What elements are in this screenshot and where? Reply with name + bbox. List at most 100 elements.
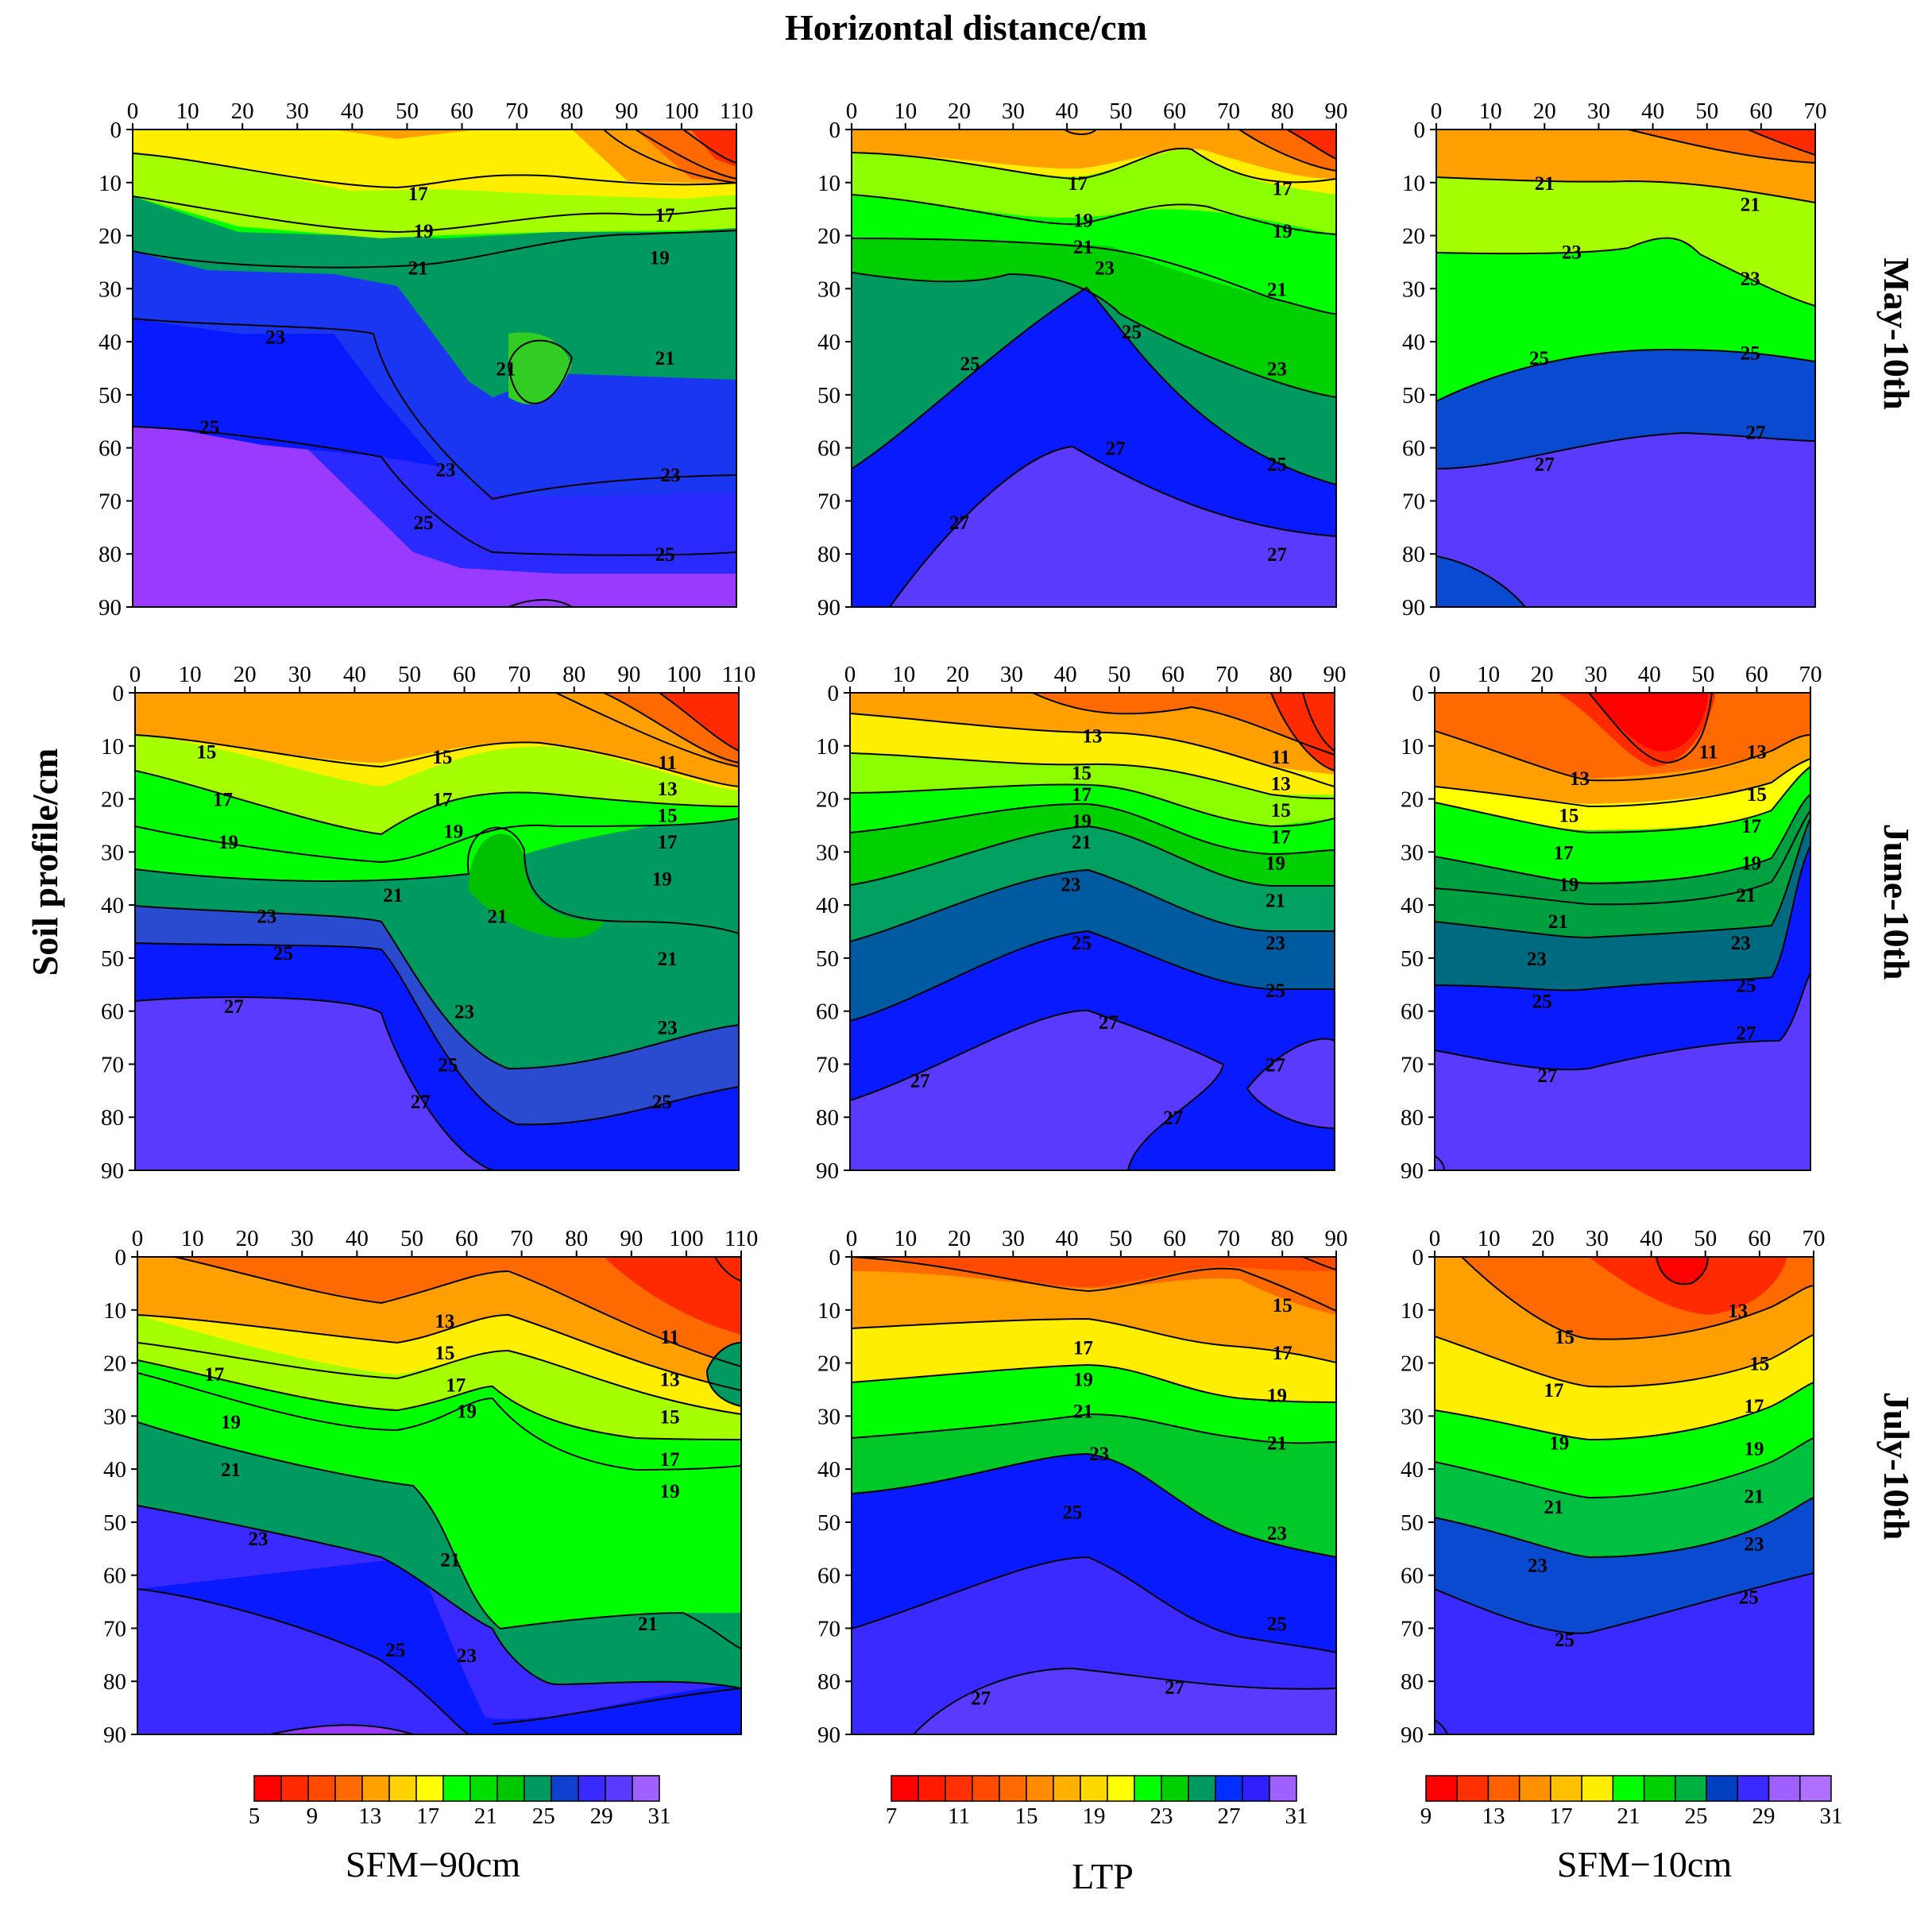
colorbar-tick-label: 9: [1420, 1804, 1432, 1829]
contour-label: 23: [1267, 359, 1287, 381]
contour-label: 19: [443, 822, 463, 843]
y-tick-label: 20: [817, 1351, 840, 1377]
y-tick-label: 80: [101, 1105, 124, 1131]
contour-label: 21: [1267, 279, 1287, 300]
y-tick-label: 10: [99, 171, 122, 196]
colorbar-swatch: [945, 1775, 973, 1802]
contour-label: 23: [457, 1645, 477, 1667]
y-tick-label: 60: [1401, 1564, 1424, 1589]
plot-frame: [1434, 1256, 1814, 1735]
contour-label: 21: [655, 348, 675, 369]
colorbar-swatch: [1706, 1775, 1739, 1802]
contour-label: 11: [660, 1327, 679, 1348]
y-tick-label: 50: [1401, 946, 1424, 972]
x-tick-label: 80: [560, 99, 583, 124]
contour-label: 27: [949, 512, 969, 534]
y-tick-label: 0: [115, 1245, 127, 1270]
y-tick-label: 70: [1401, 1052, 1424, 1077]
y-tick-label: 40: [101, 893, 124, 918]
contour-label: 27: [1165, 1677, 1184, 1699]
contour-line: [1435, 1155, 1445, 1170]
contour-label: 23: [1265, 933, 1285, 954]
y-ticks: 0 10 20 30 40 50 60 70 80 90: [816, 681, 850, 1184]
x-tick-label: 30: [1586, 1226, 1609, 1251]
contour-label: 23: [658, 1018, 678, 1039]
left-title: Soil profile/cm: [25, 748, 65, 976]
y-tick-label: 50: [99, 383, 122, 408]
contour-label: 13: [1728, 1301, 1748, 1322]
contour-label: 17: [1271, 826, 1291, 848]
colorbar-swatch: [632, 1775, 660, 1802]
y-tick-label: 30: [1401, 1404, 1424, 1429]
y-tick-label: 90: [1401, 1722, 1424, 1748]
legend-title-sfm90: SFM−90cm: [346, 1844, 520, 1885]
x-tick-label: 0: [1429, 1226, 1441, 1251]
x-tick-label: 90: [620, 1226, 643, 1251]
contour-label: 21: [1535, 173, 1555, 195]
x-tick-label: 30: [1000, 662, 1023, 687]
y-tick-label: 20: [1401, 1351, 1424, 1377]
x-tick-label: 50: [1695, 99, 1718, 124]
panel-may-sfm10: 21 21 23 23 25 25 27 27 0 10 20 30 40 50 60 70 0 10 20 30…: [1402, 99, 1827, 621]
contour-label: 17: [213, 790, 233, 811]
contour-label: 17: [1273, 178, 1293, 199]
colorbar-swatch: [918, 1775, 946, 1802]
contour-label: 27: [411, 1092, 431, 1113]
x-tick-label: 60: [450, 99, 473, 124]
y-tick-label: 60: [101, 999, 124, 1025]
contour-line: [1435, 1572, 1814, 1634]
contour-label: 17: [204, 1364, 224, 1386]
contour-label: 21: [221, 1459, 241, 1481]
colorbar-tick-label: 21: [474, 1804, 497, 1829]
contour-label: 23: [1528, 1555, 1548, 1576]
contour-label: 15: [196, 741, 216, 763]
x-tick-label: 50: [1109, 99, 1132, 124]
contour-label: 15: [660, 1406, 680, 1428]
contour-label: 27: [224, 996, 244, 1018]
contour-label: 25: [655, 544, 675, 566]
colorbar-swatch: [307, 1775, 336, 1802]
contour-label: 17: [1741, 816, 1761, 837]
x-tick-label: 50: [398, 662, 421, 687]
colorbar-tick-label: 7: [886, 1804, 898, 1829]
colorbar-swatch: [1456, 1775, 1490, 1802]
y-tick-label: 0: [829, 118, 841, 143]
colorbar-tick-label: 17: [1550, 1804, 1573, 1829]
y-tick-label: 30: [816, 840, 839, 865]
x-tick-label: 60: [453, 662, 476, 687]
contour-label: 27: [1163, 1108, 1183, 1129]
x-tick-label: 40: [1640, 1226, 1663, 1251]
y-tick-label: 50: [1401, 1510, 1424, 1536]
contour-label: 23: [1741, 269, 1760, 290]
contour-line: [1436, 555, 1526, 607]
contour-label: 23: [661, 465, 681, 486]
contour-label: 17: [660, 1449, 680, 1471]
contour-label: 13: [1570, 768, 1590, 790]
contour-lines: [137, 1257, 741, 1734]
fill-band: [914, 1668, 1336, 1734]
y-tick-label: 50: [817, 383, 840, 408]
contour-label: 19: [1745, 1438, 1764, 1459]
contour-line: [137, 1421, 741, 1649]
colorbar-tick-label: 31: [1820, 1804, 1843, 1829]
contour-label: 21: [1736, 885, 1756, 907]
y-tick-label: 90: [101, 1158, 124, 1184]
contour-fills: [133, 130, 736, 607]
colorbar-sfm90: 5 9 13 17 21 25 29 31: [249, 1775, 671, 1829]
contour-line: [850, 752, 1335, 799]
colorbar-swatch: [1080, 1775, 1108, 1802]
contour-line: [1436, 237, 1815, 307]
x-tick-label: 70: [505, 99, 528, 124]
x-tick-label: 0: [846, 99, 858, 124]
x-tick-label: 0: [1429, 662, 1441, 687]
panel-july-sfm90: 13 15 17 17 19 19 21 21 21 23 23 25 11 13 15 17 19 0 10 20…: [103, 1226, 758, 1748]
contour-label: 23: [257, 906, 276, 927]
x-ticks: 0 10 20 30 40 50 60 70 80 90: [844, 662, 1347, 693]
x-tick-label: 70: [510, 1226, 533, 1251]
contour-line: [852, 238, 1336, 315]
x-tick-label: 40: [1641, 99, 1664, 124]
contour-label: 19: [414, 221, 434, 242]
